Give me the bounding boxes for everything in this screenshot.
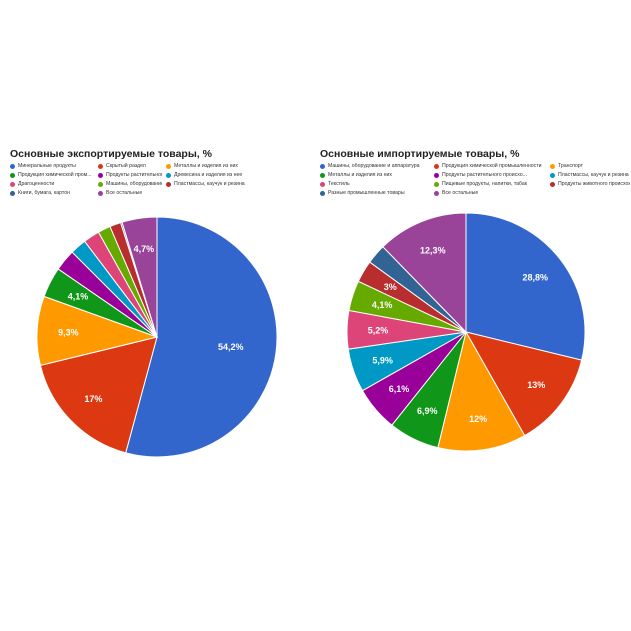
legend-item: Драгоценности (10, 181, 94, 187)
slice-label: 54,2% (218, 342, 244, 352)
slice-label: 6,1% (389, 384, 410, 394)
legend-label: Разные промышленные товары (328, 190, 405, 196)
legend-swatch (320, 190, 325, 196)
legend-item: Минеральные продукты (10, 163, 94, 169)
legend-label: Транспорт (558, 163, 583, 169)
legend-swatch (166, 172, 171, 178)
legend-swatch (434, 181, 439, 187)
pie-slice (125, 216, 278, 458)
export-pie: 54,2% 17% 9,3% 4,1% 4,7% (36, 216, 278, 458)
legend-item: Пластмассы, каучук и резина (550, 172, 630, 178)
pie-slice (39, 336, 158, 454)
slice-label: 28,8% (522, 273, 548, 283)
slice-label: 6,9% (417, 406, 438, 416)
pie-slice (465, 212, 586, 361)
legend-swatch (550, 163, 555, 169)
legend-swatch (434, 190, 439, 196)
legend-label: Все остальные (106, 190, 143, 196)
slice-label: 3% (384, 282, 397, 292)
legend-label: Машины, оборудование и аппаратура (106, 181, 162, 187)
slice-label: 12,3% (420, 245, 446, 255)
legend-label: Пищевые продукты, напитки, табак (442, 181, 528, 187)
pie-slice (121, 216, 158, 338)
legend-swatch (434, 172, 439, 178)
legend-swatch (166, 181, 171, 187)
legend-swatch (98, 190, 103, 196)
export-chart: Основные экспортируемые товары, % Минера… (10, 148, 315, 458)
legend-swatch (550, 172, 555, 178)
slice-label: 5,9% (372, 356, 393, 366)
legend-label: Продукты растительного происхо... (442, 172, 527, 178)
legend-swatch (98, 172, 103, 178)
legend-label: Продукты растительного про... (106, 172, 162, 178)
legend-swatch (10, 172, 15, 178)
slice-label: 12% (469, 414, 487, 424)
legend-swatch (320, 172, 325, 178)
legend-label: Все остальные (442, 190, 479, 196)
legend-item: Текстиль (320, 181, 430, 187)
slice-label: 17% (84, 394, 102, 404)
legend-swatch (320, 181, 325, 187)
pie-slice (464, 331, 583, 437)
legend-item: Машины, оборудование и аппаратура (98, 181, 162, 187)
legend-label: Пластмассы, каучук и резина (558, 172, 629, 178)
legend-item: Скрытый раздел (98, 163, 162, 169)
export-chart-title: Основные экспортируемые товары, % (10, 148, 212, 160)
export-legend: Минеральные продукты Скрытый раздел Металл… (10, 163, 315, 196)
legend-item: Транспорт (550, 163, 630, 169)
legend-swatch (550, 181, 555, 187)
legend-item: Продукты растительного происхо... (434, 172, 546, 178)
legend-item: Разные промышленные товары (320, 190, 430, 196)
import-chart: Основные импортируемые товары, % Машины,… (320, 148, 630, 452)
legend-swatch (10, 181, 15, 187)
pie-slice (437, 330, 526, 452)
legend-label: Пластмассы, каучук и резина (174, 181, 245, 187)
legend-swatch (98, 163, 103, 169)
slice-label: 4,7% (134, 244, 155, 254)
legend-label: Текстиль (328, 181, 350, 187)
legend-swatch (10, 163, 15, 169)
slice-label: 9,3% (58, 327, 79, 337)
legend-label: Металлы и изделия из них (328, 172, 393, 178)
legend-swatch (320, 163, 325, 169)
slice-label: 5,2% (368, 325, 389, 335)
legend-item: Пластмассы, каучук и резина (166, 181, 316, 187)
legend-label: Металлы и изделия из них (174, 163, 239, 169)
legend-label: Продукция химической пром... (18, 172, 92, 178)
legend-label: Машины, оборудование и аппаратура (328, 163, 420, 169)
slice-label: 13% (527, 380, 545, 390)
legend-item: Металлы и изделия из них (320, 172, 430, 178)
legend-item: Пищевые продукты, напитки, табак (434, 181, 546, 187)
legend-swatch (98, 181, 103, 187)
legend-item: Продукция химической промышленности (434, 163, 546, 169)
legend-item: Книги, бумага, картон (10, 190, 94, 196)
slice-label: 4,1% (68, 291, 89, 301)
legend-label: Древесина и изделия из нее (174, 172, 243, 178)
legend-item: Древесина и изделия из нее (166, 172, 316, 178)
import-legend: Машины, оборудование и аппаратура Продукц… (320, 163, 630, 196)
legend-label: Минеральные продукты (18, 163, 76, 169)
slice-label: 4,1% (372, 300, 393, 310)
legend-swatch (10, 190, 15, 196)
legend-item: Продукция химической пром... (10, 172, 94, 178)
pie-slice (382, 212, 467, 334)
legend-swatch (166, 163, 171, 169)
legend-label: Продукты животного происхождения (558, 181, 630, 187)
import-pie: 28,8% 13% 12% 6,9% 6,1% 5,9% 5,2% 4,1% 3% 12,3% (346, 212, 586, 452)
legend-item: Все остальные (98, 190, 162, 196)
legend-label: Скрытый раздел (106, 163, 146, 169)
legend-swatch (434, 163, 439, 169)
legend-item: Машины, оборудование и аппаратура (320, 163, 430, 169)
legend-label: Драгоценности (18, 181, 55, 187)
legend-item: Продукты растительного про... (98, 172, 162, 178)
legend-label: Книги, бумага, картон (18, 190, 70, 196)
import-chart-title: Основные импортируемые товары, % (320, 148, 520, 160)
legend-item: Продукты животного происхождения (550, 181, 630, 187)
legend-item: Все остальные (434, 190, 546, 196)
legend-label: Продукция химической промышленности (442, 163, 542, 169)
legend-item: Металлы и изделия из них (166, 163, 316, 169)
